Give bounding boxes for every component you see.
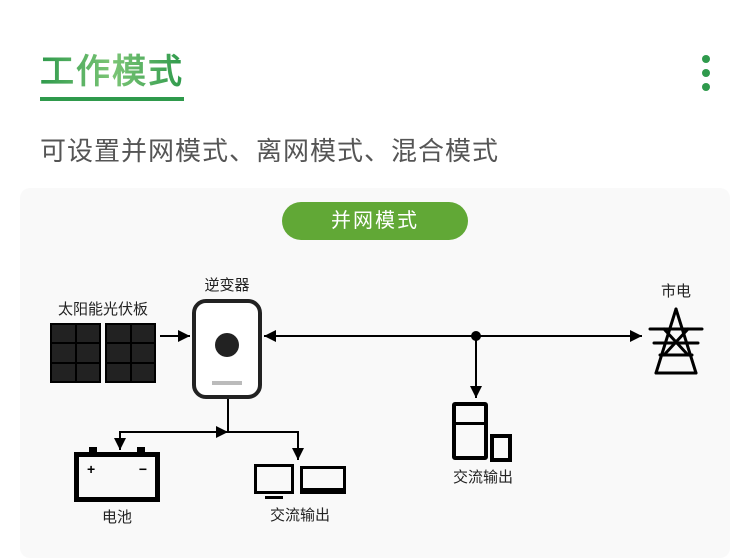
node-ac-output-monitors: 交流输出 — [254, 464, 346, 525]
dot-icon — [702, 55, 710, 63]
node-label: 电池 — [74, 506, 160, 527]
mode-pill: 并网模式 — [282, 202, 468, 240]
solar-panel-icon — [50, 323, 156, 383]
page-title: 工作模式 — [40, 44, 184, 101]
junction-dot-icon — [471, 331, 481, 341]
node-solar-panel: 太阳能光伏板 — [50, 294, 156, 383]
node-label: 交流输出 — [254, 504, 346, 525]
inverter-icon — [192, 299, 262, 399]
subtitle-text: 可设置并网模式、离网模式、混合模式 — [0, 101, 750, 188]
node-label: 太阳能光伏板 — [50, 298, 156, 319]
diagram-container: 并网模式 — [20, 188, 730, 558]
node-label: 逆变器 — [192, 274, 262, 295]
node-battery: +− 电池 — [74, 452, 160, 527]
appliance-icon — [490, 434, 512, 462]
node-label: 市电 — [644, 280, 708, 301]
node-inverter: 逆变器 — [192, 270, 262, 399]
decorative-dots — [702, 55, 710, 91]
dot-icon — [702, 69, 710, 77]
dot-icon — [702, 83, 710, 91]
monitors-icon — [254, 464, 346, 494]
node-label: 交流输出 — [452, 466, 514, 487]
node-grid: 市电 — [644, 276, 708, 382]
battery-icon: +− — [74, 452, 160, 502]
diagram-stage: 太阳能光伏板 逆变器 市电 — [20, 246, 730, 558]
node-ac-output-appliance: 交流输出 — [452, 402, 514, 487]
power-tower-icon — [644, 305, 708, 382]
fridge-icon — [452, 402, 488, 460]
